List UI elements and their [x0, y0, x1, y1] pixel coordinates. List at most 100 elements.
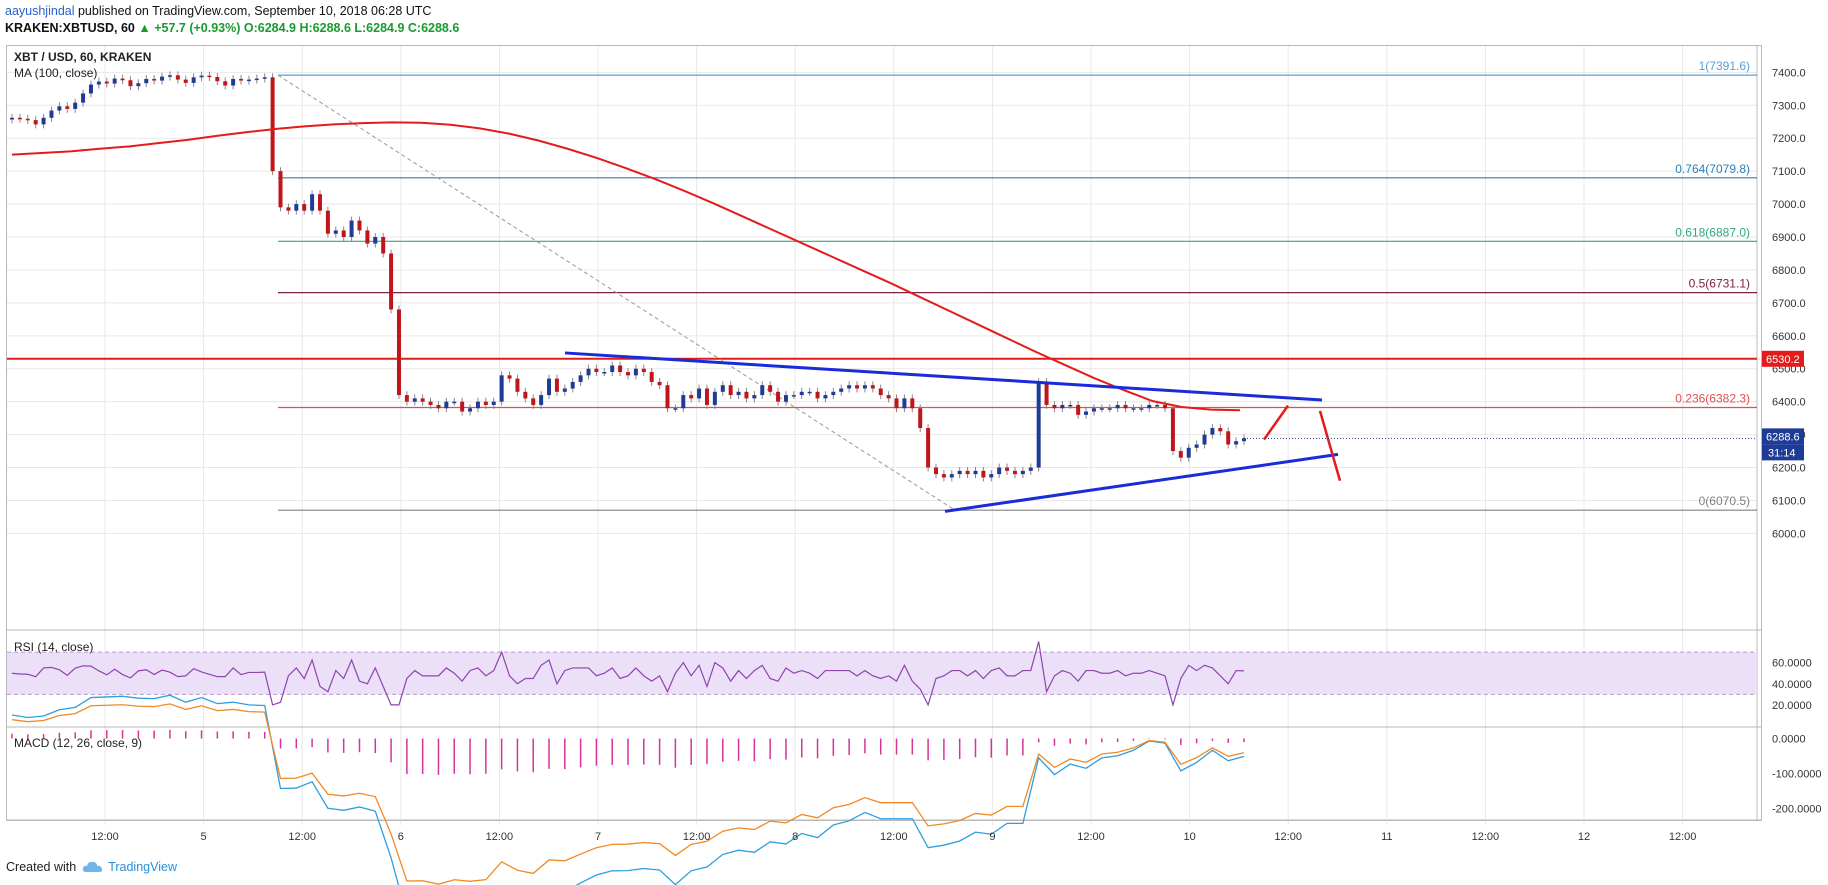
candle-body [152, 78, 157, 81]
author-link[interactable]: aayushjindal [5, 4, 75, 18]
candle-body [10, 117, 14, 120]
candle-body [791, 395, 796, 397]
candle-body [712, 391, 717, 405]
candle-body [1099, 408, 1104, 410]
tradingview-logo[interactable]: TradingView [82, 860, 177, 874]
candle-body [594, 368, 599, 373]
fib-guide-line [277, 74, 956, 511]
resistance-price-label: 6530.2 [1766, 354, 1800, 366]
candle-body [191, 77, 196, 83]
candle-body [88, 84, 93, 94]
rsi-band [7, 652, 1757, 695]
candle-body [357, 220, 362, 231]
candle-body [689, 395, 694, 399]
time-tick-label: 12:00 [1077, 831, 1105, 843]
candle-body [468, 408, 473, 412]
candle-body [381, 237, 386, 254]
candle-body [112, 78, 117, 84]
footer: Created with TradingView [6, 860, 177, 874]
price-tick-label: 7200.0 [1772, 133, 1806, 145]
candle-body [1155, 404, 1160, 407]
candle-body [25, 118, 30, 121]
candle-body [1131, 408, 1136, 410]
created-with-text: Created with [6, 860, 77, 874]
candle-body [1052, 404, 1057, 409]
rsi-tick-label: 40.0000 [1772, 679, 1812, 691]
candle-body [586, 368, 591, 376]
fib-level-label: 0.236(6382.3) [1675, 392, 1750, 406]
candle-body [373, 237, 378, 244]
symbol-label: KRAKEN:XBTUSD, 60 [5, 21, 135, 35]
candle-body [167, 75, 172, 77]
candle-body [460, 401, 465, 412]
candle-body [1202, 434, 1207, 445]
candle-body [136, 83, 141, 87]
rsi-line [11, 641, 1245, 708]
candle-body [1060, 404, 1065, 409]
candle-body [768, 385, 773, 392]
candle-body [452, 401, 457, 404]
price-tick-label: 7300.0 [1772, 100, 1806, 112]
candle-body [160, 76, 165, 81]
candle-body [318, 194, 322, 211]
lower-trendline [944, 452, 1339, 513]
candle-body [444, 401, 449, 409]
candle-body [349, 220, 354, 238]
candle-body [1139, 408, 1144, 410]
rsi-tick-label: 60.0000 [1772, 658, 1812, 670]
candle-body [1194, 444, 1199, 448]
candle-body [1186, 447, 1191, 458]
candle-body [989, 474, 994, 478]
candle-body [515, 378, 520, 392]
fib-level-label: 0(6070.5) [1699, 494, 1750, 508]
candle-body [657, 381, 662, 386]
countdown-label: 31:14 [1768, 447, 1796, 459]
candle-body [934, 467, 938, 475]
candle-body [562, 388, 567, 392]
candle-body [49, 110, 54, 118]
candle-body [570, 381, 575, 389]
candle-body [365, 230, 370, 244]
time-tick-label: 12:00 [880, 831, 908, 843]
candle-body [523, 391, 528, 399]
time-tick-label: 7 [595, 831, 601, 843]
candle-body [278, 171, 283, 208]
candle-body [1115, 404, 1120, 409]
time-tick-label: 12:00 [288, 831, 316, 843]
candle-body [957, 470, 962, 475]
price-tick-label: 6200.0 [1772, 463, 1806, 475]
candle-body [1084, 411, 1089, 415]
candle-body [1091, 408, 1096, 412]
candle-body [839, 388, 844, 392]
candle-body [1036, 381, 1041, 468]
candle-body [878, 388, 883, 396]
macd-line [11, 694, 1245, 885]
candle-body [436, 404, 441, 409]
candle-body [665, 385, 670, 409]
time-tick-label: 12:00 [486, 831, 514, 843]
candle-body [697, 388, 702, 399]
fib-level-label: 0.764(7079.8) [1675, 162, 1750, 176]
candle-body [1170, 408, 1175, 452]
price-tick-label: 6800.0 [1772, 265, 1806, 277]
candle-body [1107, 408, 1112, 410]
price-tick-label: 7400.0 [1772, 67, 1806, 79]
candle-body [412, 398, 417, 402]
candle-body [207, 75, 212, 78]
candle-body [610, 365, 615, 373]
candle-body [752, 395, 757, 399]
tradingview-brand[interactable]: TradingView [108, 860, 177, 874]
candle-body [807, 391, 812, 394]
candle-body [33, 120, 38, 125]
price-tick-label: 6400.0 [1772, 397, 1806, 409]
change-arrow-icon: ▲ [138, 21, 151, 35]
ohlc-values: O:6284.9 H:6288.6 L:6284.9 C:6288.6 [243, 21, 460, 35]
candle-body [96, 81, 101, 85]
candle-body [1044, 381, 1049, 405]
candle-body [626, 372, 630, 376]
candle-body [641, 368, 646, 373]
candle-body [554, 378, 559, 392]
candle-body [1242, 438, 1246, 442]
ma100-line [11, 121, 1241, 412]
